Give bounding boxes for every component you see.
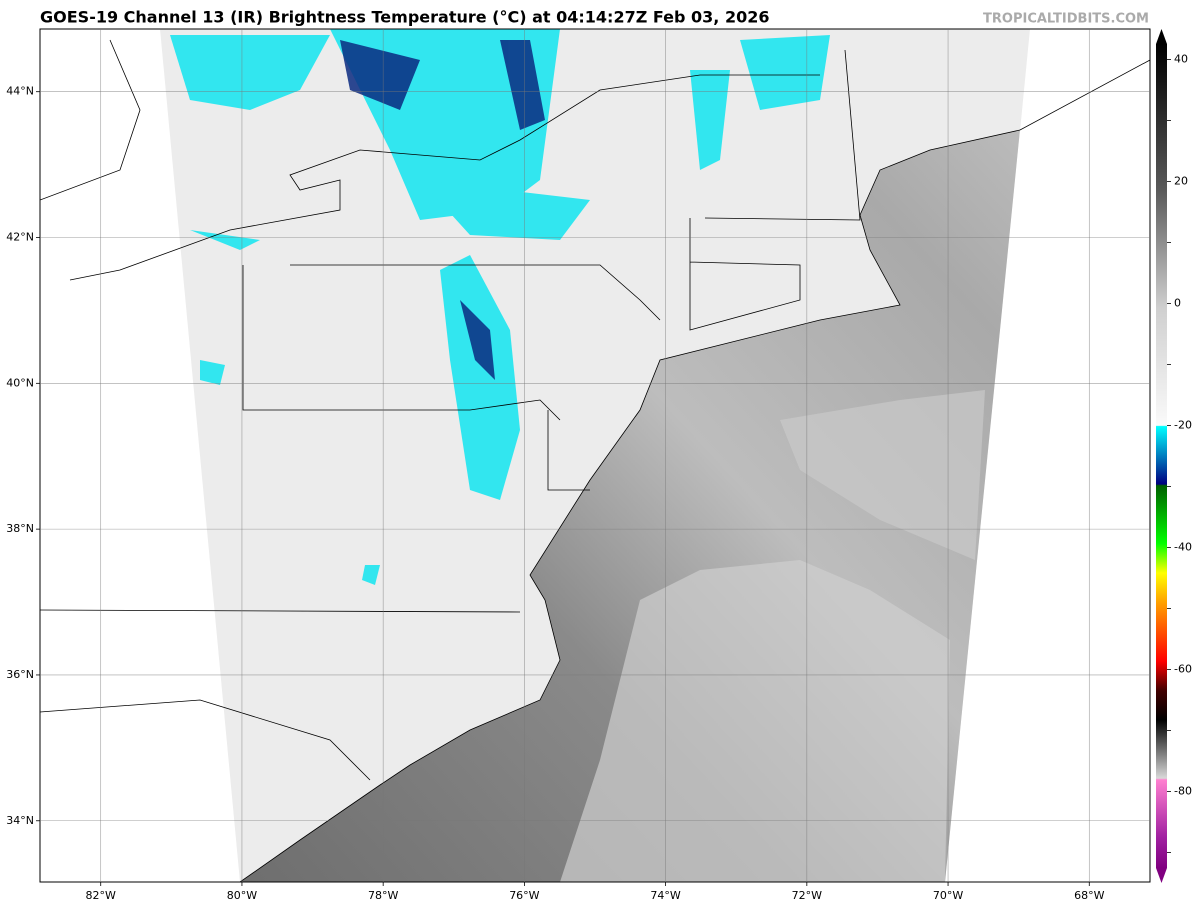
lat-tick-label: 40°N — [6, 376, 34, 389]
watermark: TROPICALTIDBITS.COM — [983, 12, 1149, 27]
colorbar-top-arrow — [1156, 29, 1167, 44]
colorbar-tick-label: 0 — [1174, 297, 1181, 310]
colorbar-tick-label: 20 — [1174, 175, 1188, 188]
colorbar — [1156, 44, 1167, 868]
colorbar-bottom-arrow — [1156, 868, 1167, 883]
colorbar-tick-label: -20 — [1174, 419, 1192, 432]
colorbar-tick-label: -80 — [1174, 785, 1192, 798]
lat-tick-label: 38°N — [6, 522, 34, 535]
imagery — [40, 29, 1150, 882]
lon-tick-label: 68°W — [1074, 889, 1104, 902]
map-title: GOES-19 Channel 13 (IR) Brightness Tempe… — [40, 8, 769, 27]
lon-tick-label: 78°W — [368, 889, 398, 902]
lon-tick-label: 76°W — [509, 889, 539, 902]
graticule: 44°N 42°N 40°N 38°N 36°N 34°N 82°W 80°W 78°W 76°W… — [6, 29, 1150, 902]
lon-tick-label: 72°W — [792, 889, 822, 902]
lat-tick-label: 36°N — [6, 668, 34, 681]
lon-tick-label: 70°W — [933, 889, 963, 902]
map-frame — [39, 28, 1151, 883]
lon-tick-label: 80°W — [227, 889, 257, 902]
lon-tick-label: 82°W — [86, 889, 116, 902]
colorbar-tick-label: -60 — [1174, 663, 1192, 676]
lat-tick-label: 34°N — [6, 814, 34, 827]
lat-tick-label: 44°N — [6, 85, 34, 98]
colorbar-tick-label: -40 — [1174, 541, 1192, 554]
colorbar-tick-label: 40 — [1174, 53, 1188, 66]
lon-tick-label: 74°W — [650, 889, 680, 902]
lat-tick-label: 42°N — [6, 231, 34, 244]
